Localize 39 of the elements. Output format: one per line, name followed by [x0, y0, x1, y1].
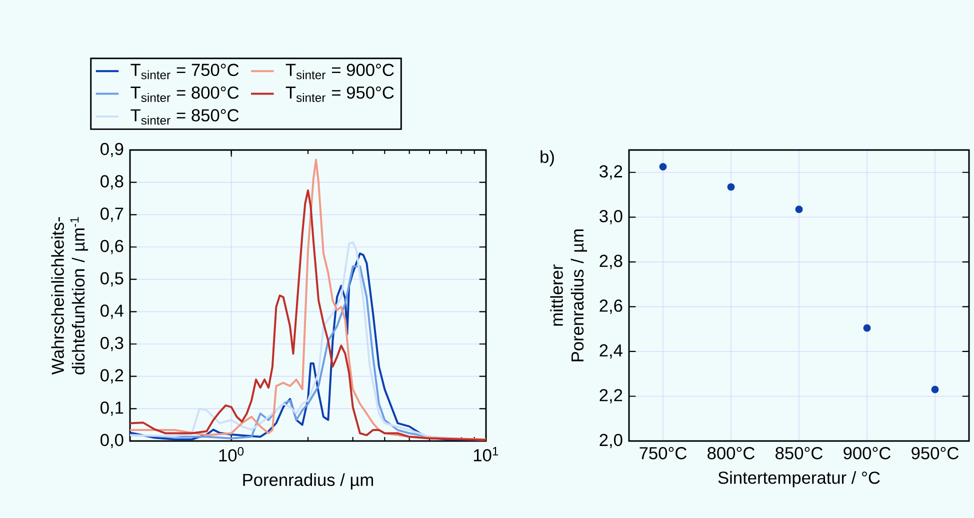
y-tick-label: 0,8 — [100, 175, 124, 190]
point — [727, 183, 735, 191]
y-tick-label: 2,8 — [600, 254, 622, 270]
legend-label: T$_{sinter}$ = 800°C — [130, 86, 239, 102]
x-axis-title: Sintertemperatur / °C — [718, 471, 880, 488]
y-tick-label: 0,4 — [100, 304, 124, 319]
y-axis-title: mittlerer Porenradius / µm — [550, 230, 588, 362]
point — [863, 324, 871, 332]
legend-label: T$_{sinter}$ = 750°C — [130, 64, 239, 80]
x-tick-label: 750°C — [640, 447, 687, 460]
x-tick-label: 10$^{1}$ — [474, 447, 498, 462]
x-tick-label: 950°C — [912, 447, 959, 460]
point — [659, 163, 667, 171]
y-tick-label: 0,5 — [100, 272, 124, 286]
y-tick-label: 2,6 — [600, 300, 622, 314]
y-tick-label: 0,3 — [100, 336, 124, 352]
y-tick-label: 0,6 — [100, 240, 124, 254]
y-tick-label: 0,9 — [100, 142, 124, 158]
y-tick-label: 2,4 — [600, 344, 622, 359]
y-tick-label: 3,0 — [600, 210, 622, 224]
x-tick-label: 800°C — [708, 447, 755, 460]
y-tick-label: 0,7 — [100, 208, 124, 222]
y-tick-label: 3,2 — [600, 165, 622, 180]
x-axis-title: Porenradius / µm — [243, 473, 373, 490]
legend-label: T$_{sinter}$ = 950°C — [286, 86, 394, 102]
point — [795, 206, 803, 214]
y-tick-label: 0,0 — [100, 434, 124, 448]
x-tick-label: 900°C — [844, 447, 891, 460]
x-tick-label: 850°C — [776, 447, 823, 460]
y-tick-label: 0,1 — [100, 402, 124, 416]
text: b) — [540, 150, 554, 166]
legend-label: T$_{sinter}$ = 900°C — [286, 64, 394, 80]
point — [931, 386, 939, 394]
x-tick-label: 10$^{0}$ — [219, 447, 244, 462]
legend-label: T$_{sinter}$ = 850°C — [130, 109, 239, 125]
y-axis-title: Wahrscheinlichkeits- dichtefunktion / µm$^{-1}$ — [51, 217, 88, 375]
y-tick-label: 2,0 — [600, 434, 622, 448]
y-tick-label: 2,2 — [600, 389, 622, 404]
y-tick-label: 0,2 — [100, 369, 124, 384]
